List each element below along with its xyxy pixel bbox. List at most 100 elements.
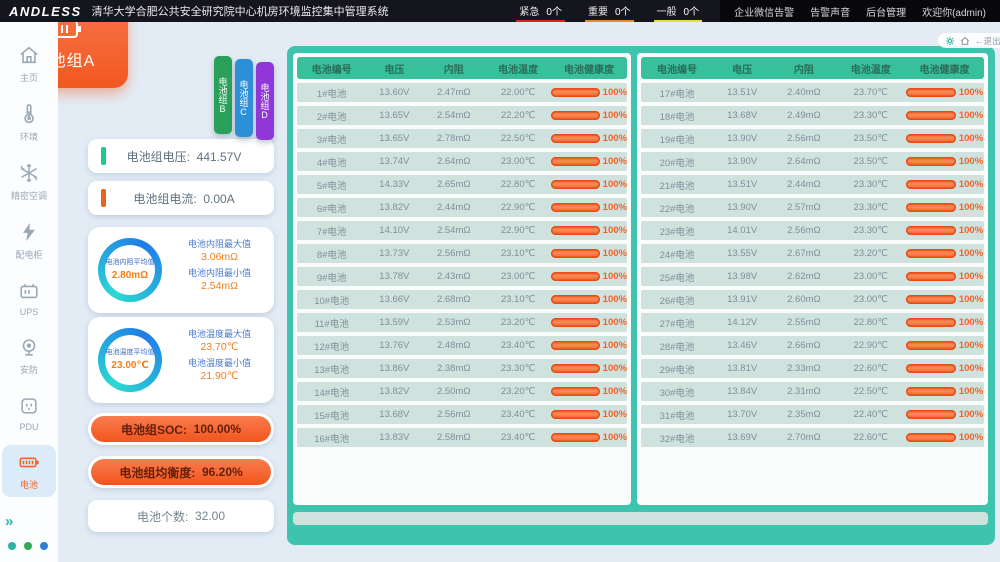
cell-battery-id: 22#电池 <box>659 203 695 215</box>
table-row[interactable]: 32#电池 13.69V 2.70mΩ 22.60℃ 100% <box>641 428 984 447</box>
cell-value: 22.50℃ <box>853 386 888 397</box>
table-row[interactable]: 21#电池 13.51V 2.44mΩ 23.30℃ 100% <box>641 175 984 194</box>
status-dot-0 <box>8 542 16 550</box>
cell-battery-id: 13#电池 <box>314 364 350 376</box>
alarm-stat[interactable]: 重要 0个 <box>584 1 634 22</box>
cell-value: 14.12V <box>727 317 758 328</box>
cell-value: 23.00℃ <box>500 271 536 282</box>
cell-battery-id: 31#电池 <box>659 410 695 422</box>
home-icon[interactable] <box>960 36 970 46</box>
table-row[interactable]: 1#电池 13.60V 2.47mΩ 22.00℃ 100% <box>297 83 627 102</box>
health-progress-bar <box>551 410 600 419</box>
battery-table-right: 电池编号 电压 内阻 电池温度 电池健康度 17#电池 13.51V 2.40mΩ 23.70… <box>637 53 988 505</box>
table-row[interactable]: 19#电池 13.90V 2.56mΩ 23.50℃ 100% <box>641 129 984 148</box>
alarm-stat[interactable]: 一般 0个 <box>653 1 703 22</box>
battery-group-tab-电池组D[interactable]: 电池组D <box>256 62 274 140</box>
lightning-icon <box>18 221 40 245</box>
cell-value: 2.33mΩ <box>787 363 821 374</box>
table-row[interactable]: 25#电池 13.98V 2.62mΩ 23.00℃ 100% <box>641 267 984 286</box>
temperature-donut-gauge: 电池温度平均值 23.00℃ <box>98 328 162 392</box>
health-progress-bar <box>551 318 600 327</box>
table-row[interactable]: 14#电池 13.82V 2.50mΩ 23.20℃ 100% <box>297 382 627 401</box>
table-row[interactable]: 24#电池 13.55V 2.67mΩ 23.20℃ 100% <box>641 244 984 263</box>
temperature-avg-label: 电池温度平均值 <box>105 349 155 357</box>
battery-group-tab-电池组C[interactable]: 电池组C <box>235 59 253 137</box>
sidebar-item-安防[interactable]: 安防 <box>0 330 58 382</box>
alarm-count-badge: 0个 <box>546 6 562 18</box>
voltage-indicator-bar <box>101 147 106 165</box>
cell-value: 2.43mΩ <box>436 271 471 282</box>
cell-battery-id: 28#电池 <box>659 341 695 353</box>
table-row[interactable]: 2#电池 13.65V 2.54mΩ 22.20℃ 100% <box>297 106 627 125</box>
table-row[interactable]: 26#电池 13.91V 2.60mΩ 23.00℃ 100% <box>641 290 984 309</box>
sidebar-item-UPS[interactable]: UPS <box>0 274 58 323</box>
sidebar-items: 主页环境精密空调配电柜 UPS 安防 PDU 电池 <box>0 38 58 504</box>
cell-value: 2.68mΩ <box>436 294 471 305</box>
table-row[interactable]: 18#电池 13.68V 2.49mΩ 23.30℃ 100% <box>641 106 984 125</box>
table-row[interactable]: 28#电池 13.46V 2.66mΩ 22.90℃ 100% <box>641 336 984 355</box>
cell-battery-id: 15#电池 <box>314 410 350 422</box>
sidebar-item-电池[interactable]: 电池 <box>2 445 56 497</box>
cell-health: 100% <box>905 363 984 374</box>
health-percent: 100% <box>958 386 984 397</box>
table-row[interactable]: 17#电池 13.51V 2.40mΩ 23.70℃ 100% <box>641 83 984 102</box>
table-row[interactable]: 10#电池 13.66V 2.68mΩ 23.10℃ 100% <box>297 290 627 309</box>
topbar-menu-item-3[interactable]: 欢迎你(admin) <box>922 7 986 19</box>
cell-value: 2.56mΩ <box>787 225 821 236</box>
topbar-menu-item-0[interactable]: 企业微信告警 <box>734 7 795 19</box>
health-progress-bar <box>905 203 956 212</box>
table-row[interactable]: 22#电池 13.90V 2.57mΩ 23.30℃ 100% <box>641 198 984 217</box>
cell-value: 13.83V <box>379 432 410 443</box>
horizontal-scrollbar[interactable] <box>293 512 988 525</box>
table-row[interactable]: 20#电池 13.90V 2.64mΩ 23.50℃ 100% <box>641 152 984 171</box>
cell-battery-id: 26#电池 <box>659 295 695 307</box>
sidebar-expand-icon[interactable]: » <box>5 513 14 530</box>
table-row[interactable]: 4#电池 13.74V 2.64mΩ 23.00℃ 100% <box>297 152 627 171</box>
table-row[interactable]: 27#电池 14.12V 2.55mΩ 22.80℃ 100% <box>641 313 984 332</box>
table-row[interactable]: 30#电池 13.84V 2.31mΩ 22.50℃ 100% <box>641 382 984 401</box>
table-row[interactable]: 6#电池 13.82V 2.44mΩ 22.90℃ 100% <box>297 198 627 217</box>
resistance-avg-label: 电池内阻平均值 <box>105 259 155 267</box>
cell-value: 2.64mΩ <box>436 156 471 167</box>
table-row[interactable]: 9#电池 13.78V 2.43mΩ 23.00℃ 100% <box>297 267 627 286</box>
table-row[interactable]: 31#电池 13.70V 2.35mΩ 22.40℃ 100% <box>641 405 984 424</box>
sidebar-item-配电柜[interactable]: 配电柜 <box>0 215 58 267</box>
table-row[interactable]: 12#电池 13.76V 2.48mΩ 23.40℃ 100% <box>297 336 627 355</box>
table-row[interactable]: 15#电池 13.68V 2.56mΩ 23.40℃ 100% <box>297 405 627 424</box>
sidebar-item-精密空调[interactable]: 精密空调 <box>0 156 58 208</box>
column-header: 内阻 <box>443 64 464 76</box>
cell-battery-id: 18#电池 <box>659 111 695 123</box>
alarm-count-badge: 0个 <box>614 6 631 18</box>
topbar-menu-item-1[interactable]: 告警声音 <box>810 7 851 19</box>
current-value: 0.00A <box>203 191 235 206</box>
table-row[interactable]: 11#电池 13.59V 2.53mΩ 23.20℃ 100% <box>297 313 627 332</box>
soc-value: 100.00% <box>193 422 242 436</box>
table-row[interactable]: 13#电池 13.86V 2.38mΩ 23.30℃ 100% <box>297 359 627 378</box>
health-progress-bar <box>551 341 600 350</box>
cell-value: 2.57mΩ <box>787 202 821 213</box>
table-header: 电池编号 电压 内阻 电池温度 电池健康度 <box>641 57 984 79</box>
table-row[interactable]: 23#电池 14.01V 2.56mΩ 23.30℃ 100% <box>641 221 984 240</box>
sidebar-item-主页[interactable]: 主页 <box>0 38 58 90</box>
cell-value: 22.90℃ <box>500 225 536 236</box>
health-percent: 100% <box>602 363 627 374</box>
voltage-label: 电池组电压: <box>126 149 190 164</box>
sidebar-item-环境[interactable]: 环境 <box>0 97 58 149</box>
cell-health: 100% <box>905 87 984 98</box>
alarm-stat[interactable]: 紧急 0个 <box>516 1 565 22</box>
gear-icon[interactable] <box>945 36 955 46</box>
battery-group-tab-电池组B[interactable]: 电池组B <box>214 56 232 134</box>
exit-button[interactable]: ←退出 <box>975 35 1000 46</box>
table-row[interactable]: 16#电池 13.83V 2.58mΩ 23.40℃ 100% <box>297 428 627 447</box>
cell-value: 22.90℃ <box>853 340 888 351</box>
table-row[interactable]: 3#电池 13.65V 2.78mΩ 22.50℃ 100% <box>297 129 627 148</box>
sidebar-item-PDU[interactable]: PDU <box>0 389 58 438</box>
table-row[interactable]: 5#电池 14.33V 2.65mΩ 22.80℃ 100% <box>297 175 627 194</box>
cell-value: 22.60℃ <box>853 363 888 374</box>
health-percent: 100% <box>602 179 627 190</box>
cell-value: 13.66V <box>379 294 410 305</box>
table-row[interactable]: 29#电池 13.81V 2.33mΩ 22.60℃ 100% <box>641 359 984 378</box>
table-row[interactable]: 7#电池 14.10V 2.54mΩ 22.90℃ 100% <box>297 221 627 240</box>
topbar-menu-item-2[interactable]: 后台管理 <box>866 7 907 19</box>
table-row[interactable]: 8#电池 13.73V 2.56mΩ 23.10℃ 100% <box>297 244 627 263</box>
